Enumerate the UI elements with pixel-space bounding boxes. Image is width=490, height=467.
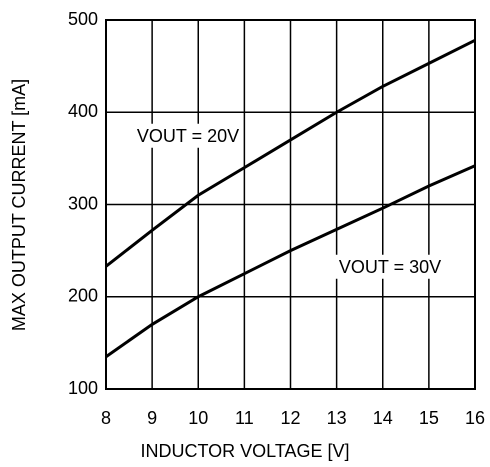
- series-line: [105, 164, 476, 358]
- x-tick-label: 9: [147, 408, 157, 428]
- y-tick-label: 200: [68, 286, 98, 306]
- y-tick-label: 100: [68, 378, 98, 398]
- x-tick-label: 11: [235, 408, 254, 428]
- plot-frame: [105, 19, 476, 390]
- series-line: [105, 38, 476, 268]
- series-label: VOUT = 30V: [339, 257, 441, 277]
- series-label-bg: [132, 123, 244, 148]
- y-tick-label: 300: [68, 193, 98, 213]
- x-tick-label: 13: [327, 408, 347, 428]
- series-label-bg: [334, 254, 446, 279]
- x-tick-label: 14: [373, 408, 393, 428]
- x-axis-label: INDUCTOR VOLTAGE [V]: [140, 441, 349, 461]
- x-tick-label: 12: [280, 408, 300, 428]
- y-tick-label: 500: [68, 9, 98, 29]
- x-tick-label: 10: [188, 408, 208, 428]
- x-tick-label: 16: [465, 408, 485, 428]
- x-tick-label: 8: [101, 408, 111, 428]
- x-tick-label: 15: [419, 408, 439, 428]
- y-axis-label: MAX OUTPUT CURRENT [mA]: [9, 79, 29, 331]
- series-label: VOUT = 20V: [137, 126, 239, 146]
- y-tick-label: 400: [68, 101, 98, 121]
